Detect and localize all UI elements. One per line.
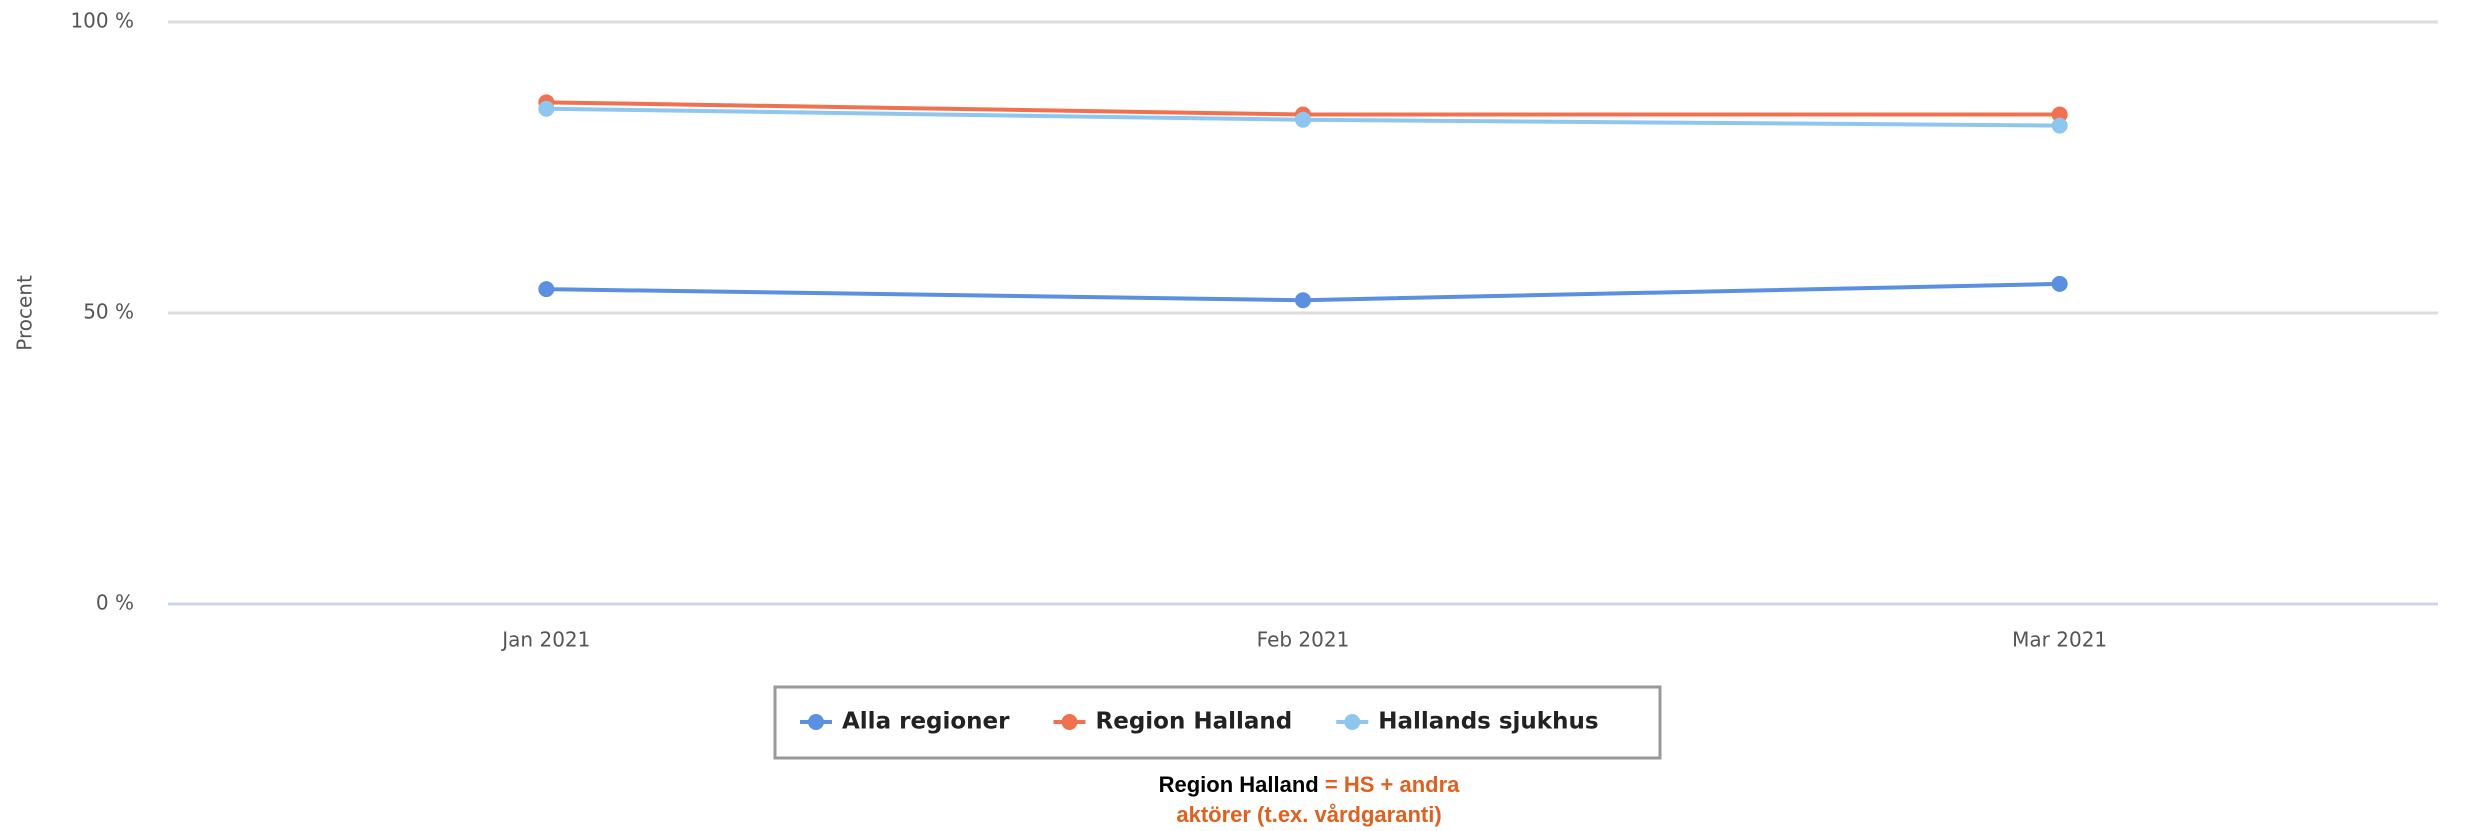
data-point <box>1295 292 1311 309</box>
data-point <box>2051 106 2068 123</box>
data-point <box>538 100 555 117</box>
note-label: Region Halland <box>1159 772 1319 797</box>
y-tick-label: 0 % <box>96 591 134 615</box>
x-tick-label: Mar 2021 <box>2012 628 2107 652</box>
legend-symbol <box>808 714 824 730</box>
legend-label: Hallands sjukhus <box>1378 709 1598 735</box>
legend-label: Alla regioner <box>842 709 1010 735</box>
legend-symbol <box>1061 714 1078 730</box>
data-point <box>2051 275 2068 292</box>
note-text: aktörer (t.ex. vårdgaranti) <box>1176 802 1441 827</box>
note-text: = HS + andra <box>1325 772 1460 797</box>
x-tick-label: Feb 2021 <box>1257 628 1350 652</box>
data-point <box>1295 111 1311 128</box>
legend-label: Region Halland <box>1096 709 1293 735</box>
y-tick-label: 50 % <box>83 300 134 324</box>
y-axis-label: Procent <box>13 275 37 351</box>
data-point <box>538 281 555 298</box>
x-tick-label: Jan 2021 <box>500 628 590 652</box>
legend-box <box>773 685 1662 760</box>
legend-symbol <box>1344 714 1361 730</box>
note-line: Region Halland = HS + andra <box>1159 772 1461 797</box>
data-point <box>2051 117 2068 134</box>
y-tick-label: 100 % <box>70 9 134 33</box>
